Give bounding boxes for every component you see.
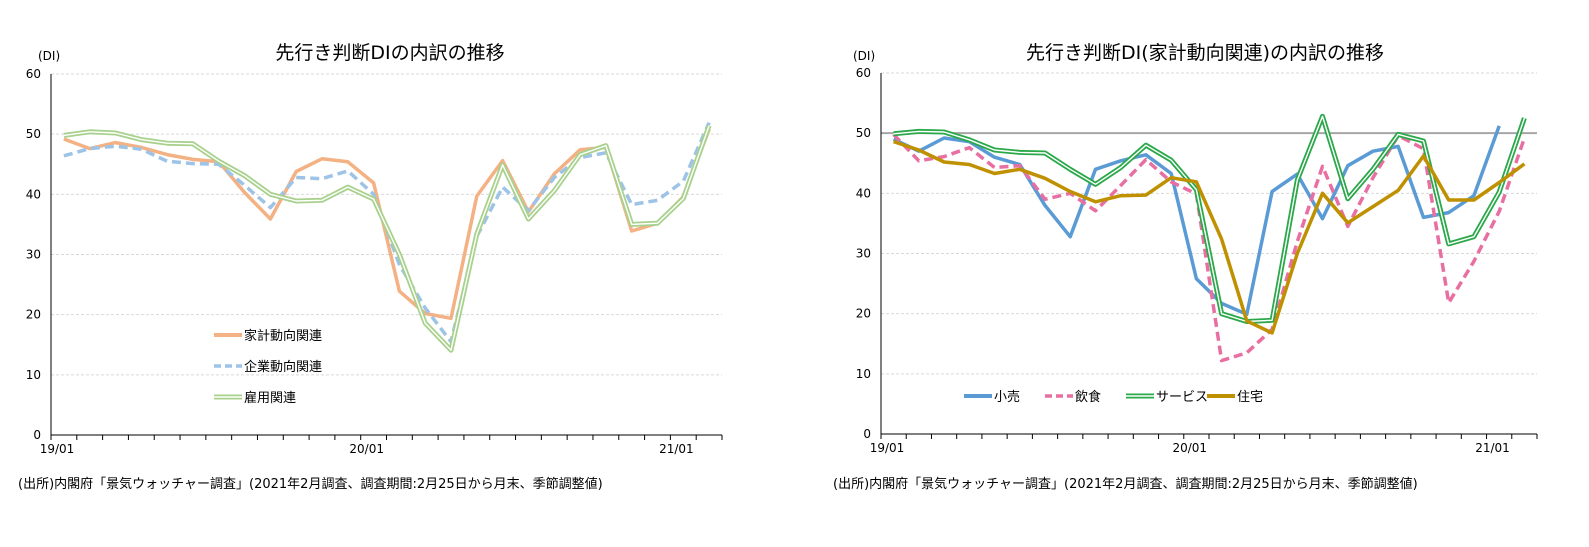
x-tick-label: 19/01 bbox=[40, 442, 75, 456]
y-tick-label: 50 bbox=[856, 126, 871, 140]
y-tick-label: 20 bbox=[856, 307, 871, 321]
y-tick-label: 0 bbox=[863, 427, 871, 441]
x-tick-label: 21/01 bbox=[1475, 441, 1510, 455]
y-tick-label: 30 bbox=[856, 247, 871, 261]
y-tick-label: 60 bbox=[856, 66, 871, 80]
series-line-飲食 bbox=[892, 133, 1527, 363]
left-chart-panel: 先行き判断DIの内訳の推移 (DI) 0 10 20 30 40 50 60 19/01 20/… bbox=[0, 0, 790, 547]
source-note: (出所)内閣府「景気ウォッチャー調査」(2021年2月調査、調査期間:2月25日… bbox=[833, 477, 1418, 492]
y-unit-label: (DI) bbox=[853, 49, 876, 63]
chart-title: 先行き判断DI(家計動向関連)の内訳の推移 bbox=[1025, 42, 1385, 64]
legend-label: 家計動向関連 bbox=[244, 328, 322, 344]
source-note: (出所)内閣府「景気ウォッチャー調査」(2021年2月調査、調査期間:2月25日… bbox=[18, 477, 603, 492]
line-chart-household-business-employment: 0 10 20 30 40 50 60 19/01 20/01 21/01 家計動向関連企業動向関連… bbox=[26, 67, 723, 456]
y-tick-label: 40 bbox=[856, 186, 871, 200]
series-line-住宅 bbox=[893, 139, 1526, 335]
y-tick-label: 60 bbox=[26, 67, 41, 81]
legend-label: サービス bbox=[1156, 390, 1208, 405]
y-unit-label: (DI) bbox=[38, 49, 61, 63]
y-tick-label: 0 bbox=[33, 428, 41, 442]
series-line-雇用関連-inner bbox=[63, 125, 710, 351]
series-line-企業動向関連 bbox=[63, 121, 711, 344]
x-tick-label: 21/01 bbox=[659, 442, 694, 456]
x-tick-label: 20/01 bbox=[349, 442, 384, 456]
legend-label: 雇用関連 bbox=[244, 390, 296, 406]
y-tick-label: 20 bbox=[26, 308, 41, 322]
y-tick-label: 10 bbox=[856, 367, 871, 381]
y-tick-label: 10 bbox=[26, 368, 41, 382]
legend-label: 企業動向関連 bbox=[244, 359, 322, 375]
legend-label: 小売 bbox=[994, 389, 1020, 405]
right-chart-panel: 先行き判断DI(家計動向関連)の内訳の推移 (DI) 0 10 20 30 40 50 60… bbox=[815, 0, 1589, 547]
x-tick-label: 19/01 bbox=[870, 441, 905, 455]
y-tick-label: 30 bbox=[26, 248, 41, 262]
series-line-サービス-inner bbox=[893, 115, 1526, 323]
legend-label: 飲食 bbox=[1075, 389, 1101, 405]
series-line-小売 bbox=[892, 125, 1501, 317]
legend-label: 住宅 bbox=[1237, 390, 1263, 405]
chart-title: 先行き判断DIの内訳の推移 bbox=[275, 42, 505, 64]
x-tick-label: 20/01 bbox=[1172, 441, 1207, 455]
y-tick-label: 40 bbox=[26, 187, 41, 201]
line-chart-household-breakdown: 0 10 20 30 40 50 60 19/01 20/01 21/01 小売 飲食 サービス 住宅 bbox=[856, 66, 1538, 455]
y-tick-label: 50 bbox=[26, 127, 41, 141]
